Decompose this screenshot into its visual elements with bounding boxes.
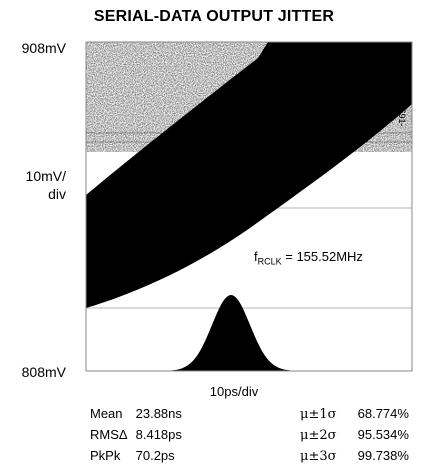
y-bottom-label: 808mV [21,364,66,380]
y-scale-label-line1: 10mV/ [25,168,66,184]
stat-label: Mean [90,406,123,421]
x-scale-label: 10ps/div [209,384,259,399]
stat-value: 8.418ps [135,427,182,442]
stat-value: 70.2ps [135,448,175,463]
plot-content [86,42,412,371]
plot-frame [85,41,413,372]
sigma-value: 99.738% [357,448,409,463]
annotation-subscript: RCLK [257,256,282,267]
stat-value: 23.88ns [135,406,182,421]
stat-row: Mean 23.88ns [90,406,182,421]
y-scale-label: 10mV/ div [6,167,66,203]
sigma-row: μ±3σ 99.738% [300,448,409,464]
eye-band-speckle-top [86,42,412,152]
sigma-row: μ±2σ 95.534% [300,427,409,443]
stat-label: PkPk [90,448,121,463]
y-scale-label-line2: div [48,186,66,202]
sigma-value: 68.774% [357,406,409,421]
chart-title: SERIAL-DATA OUTPUT JITTER [93,8,335,25]
sigma-label: μ±2σ [300,428,337,443]
stat-row: RMSΔ 8.418ps [90,427,182,442]
histogram-curve [169,295,293,371]
annotation-prefix: f [254,249,258,264]
stat-row: PkPk 70.2ps [90,448,175,463]
frequency-annotation: fRCLK = 155.52MHz [254,249,363,267]
sigma-label: μ±3σ [300,449,337,464]
annotation-suffix: = 155.52MHz [281,249,363,264]
figure-id: MAX3691-06 [387,84,407,127]
stat-label: RMSΔ [90,427,128,442]
sigma-row: μ±1σ 68.774% [300,406,409,422]
sigma-value: 95.534% [357,427,409,442]
y-top-label: 908mV [21,40,66,56]
sigma-label: μ±1σ [300,407,337,422]
